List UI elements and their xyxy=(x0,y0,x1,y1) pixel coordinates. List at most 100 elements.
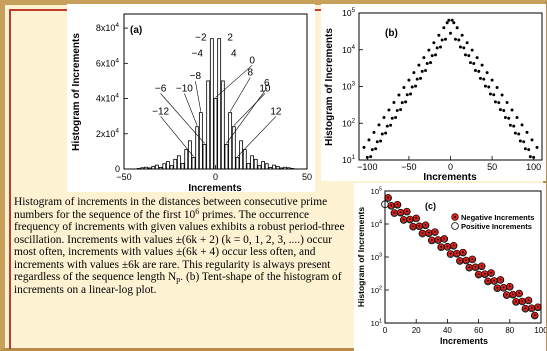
chart-b-xlabel: Increments xyxy=(423,172,477,181)
chart-a-annotation: 0 xyxy=(249,55,255,66)
chart-a-bar xyxy=(220,80,225,170)
chart-b-point xyxy=(405,93,409,97)
chart-a-bar xyxy=(239,140,244,170)
chart-b-point xyxy=(390,116,394,120)
chart-b-point xyxy=(455,26,459,30)
chart-a-annotation-leader xyxy=(184,93,198,126)
chart-c-ylabel: Histogram of Increments xyxy=(356,207,366,307)
chart-a-ylabel: Histogram of Increments xyxy=(71,33,82,151)
chart-c-negative-point-center xyxy=(452,244,455,247)
chart-c-xtick-label: 80 xyxy=(505,326,514,335)
chart-a-ytick-label: 2x104 xyxy=(96,128,120,139)
legend-positive-label: Positive Increments xyxy=(461,222,532,231)
chart-a-bar xyxy=(261,161,265,170)
chart-a-annotation-leader xyxy=(229,77,251,112)
chart-c-negative-point-center xyxy=(427,231,430,234)
chart-a-annotation: 10 xyxy=(259,84,271,95)
chart-b-point xyxy=(478,76,482,80)
chart-b-point xyxy=(487,85,491,89)
chart-b-ytick-label: 101 xyxy=(342,154,355,165)
chart-a-ytick-label: 6x104 xyxy=(96,57,120,68)
chart-c-negative-point-center xyxy=(418,225,421,227)
chart-c-negative-point-center xyxy=(468,266,471,269)
chart-a-annotation: −10 xyxy=(176,84,193,95)
chart-c-xtick-label: 0 xyxy=(383,326,388,335)
chart-c-negative-point-center xyxy=(446,245,449,248)
chart-c-ytick-label: 105 xyxy=(371,187,382,196)
caption-superscript: 6 xyxy=(195,206,200,216)
chart-b-point xyxy=(384,131,388,135)
chart-c: 101 102 103 104 105 0 20 40 60 80 100 (c) Negative… xyxy=(356,187,546,346)
chart-b-point xyxy=(447,18,451,22)
chart-a-annotation: −8 xyxy=(190,71,202,82)
chart-b-point xyxy=(523,147,527,151)
chart-b-point xyxy=(507,116,511,120)
chart-c-ytick-label: 102 xyxy=(371,286,382,295)
chart-a-xtick-label: 0 xyxy=(213,172,218,182)
chart-a-bar xyxy=(224,143,229,170)
chart-c-negative-point-center xyxy=(493,279,496,282)
figure-caption: Histogram of increments in the distances… xyxy=(14,196,354,296)
chart-c-negative-point-center xyxy=(443,237,446,240)
chart-a-annotation-leader xyxy=(215,65,253,98)
caption-part-2: primes. The occurrence frequency of incr… xyxy=(14,208,345,284)
chart-b-xtick-label: 100 xyxy=(526,162,541,172)
chart-b-xtick-label: −100 xyxy=(357,162,377,172)
chart-a-annotation-leader xyxy=(226,88,267,144)
chart-b-point xyxy=(410,85,414,89)
caption-subscript: p xyxy=(176,275,181,284)
chart-a-annotation: 12 xyxy=(270,106,282,117)
chart-b-point xyxy=(518,139,522,143)
chart-b-point xyxy=(502,108,506,112)
chart-b-point xyxy=(442,26,446,30)
chart-b-point xyxy=(477,69,481,73)
chart-a-frame xyxy=(123,13,308,170)
chart-c-negative-point-center xyxy=(518,292,521,295)
chart-c-xtick-label: 100 xyxy=(534,326,546,335)
chart-a-bar xyxy=(176,155,181,170)
chart-b-xtick-label: 50 xyxy=(487,162,497,172)
chart-b-point xyxy=(445,21,449,25)
chart-a-xtick-label: 50 xyxy=(302,172,312,182)
chart-c-negative-point-center xyxy=(455,252,458,255)
chart-c-negative-point-center xyxy=(471,258,474,260)
legend-negative-label: Negative Increments xyxy=(461,213,534,222)
chart-b-point xyxy=(399,108,403,112)
chart-a-bar xyxy=(242,149,247,170)
chart-a-panel-label: (a) xyxy=(130,25,142,36)
chart-b-point xyxy=(382,115,386,119)
chart-a-annotation: 8 xyxy=(247,68,253,79)
chart-b-point xyxy=(427,48,431,52)
chart-c-xlabel: Increments xyxy=(440,336,488,346)
chart-c-negative-point-center xyxy=(430,239,433,241)
chart-c-negative-point-center xyxy=(487,280,489,282)
chart-b-point xyxy=(432,41,436,45)
chart-c-negative-point-center xyxy=(505,293,508,296)
chart-c-negative-point-center xyxy=(387,196,390,199)
chart-b-point xyxy=(394,115,398,119)
chart-a-ytick-label: 8x104 xyxy=(96,22,120,33)
chart-b-point xyxy=(460,33,464,37)
chart-b-point xyxy=(472,61,476,65)
chart-b-point xyxy=(453,37,457,41)
chart-b-point xyxy=(409,92,413,96)
chart-a-annotation: −12 xyxy=(152,106,169,117)
chart-b-point xyxy=(374,147,378,151)
chart-a-bar xyxy=(253,158,258,170)
chart-a-bar xyxy=(246,162,251,170)
chart-a-bar xyxy=(180,162,185,170)
chart-a-bar xyxy=(166,161,170,170)
chart-c-negative-point-center xyxy=(409,218,411,221)
chart-b-point xyxy=(385,124,389,128)
chart-c-negative-point-center xyxy=(449,252,452,255)
chart-c-negative-point-center xyxy=(465,259,468,262)
chart-c-negative-point-center xyxy=(440,245,443,248)
chart-a-annotation-leader xyxy=(160,93,205,144)
panel-a: 0 2x104 4x104 6x104 8x104 −50 0 50 −2 2 −4 4 0 −8 8 −1… xyxy=(67,4,315,192)
chart-b-ytick-label: 103 xyxy=(342,81,355,92)
chart-b-point xyxy=(407,78,411,82)
chart-b-point xyxy=(367,138,371,142)
chart-b-point xyxy=(444,37,448,41)
chart-b-point xyxy=(392,100,396,104)
